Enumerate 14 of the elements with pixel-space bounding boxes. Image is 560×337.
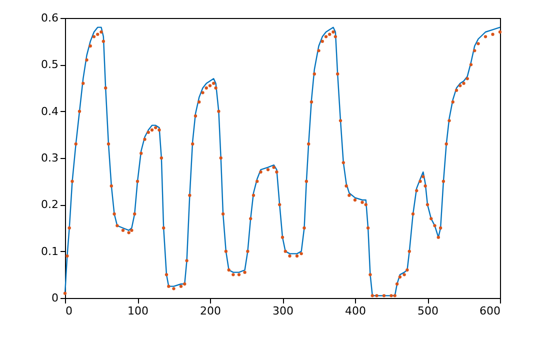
y-tick-label: 0.3 bbox=[41, 152, 58, 164]
y-tick-label: 0 bbox=[52, 292, 58, 304]
x-tick-label: 200 bbox=[200, 304, 221, 318]
y-tick-label: 0.1 bbox=[41, 244, 58, 258]
x-tick-label: 300 bbox=[272, 304, 294, 318]
x-tick-label: 100 bbox=[128, 304, 148, 318]
y-tick-label: 0.2 bbox=[41, 198, 58, 212]
x-tick-label: 0 bbox=[66, 304, 72, 318]
x-tick-label: 600 bbox=[480, 304, 500, 318]
y-tick-label: 0.5 bbox=[41, 58, 58, 72]
x-tick-label: 400 bbox=[345, 304, 366, 318]
x-tick-label: 500 bbox=[418, 304, 438, 318]
y-tick-label: 0.6 bbox=[41, 12, 58, 24]
y-tick-label: 0.4 bbox=[41, 104, 58, 118]
